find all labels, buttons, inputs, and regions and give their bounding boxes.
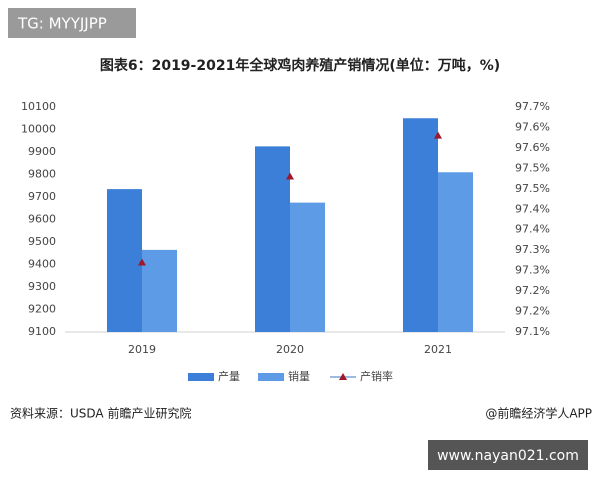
- tag: TG: MYYJJPP: [17, 15, 107, 33]
- y-tick-label: 9800: [28, 168, 56, 181]
- y2-tick-label: 97.6%: [515, 120, 550, 133]
- bar: [403, 118, 438, 332]
- y2-tick-label: 97.3%: [515, 243, 550, 256]
- y2-tick-label: 97.4%: [515, 223, 550, 236]
- y-tick-label: 9100: [28, 325, 56, 338]
- y2-tick-label: 97.6%: [515, 141, 550, 154]
- x-tick-label: 2020: [276, 343, 304, 356]
- site: www.nayan021.com: [437, 448, 579, 464]
- y-tick-label: 9500: [28, 235, 56, 248]
- rate-marker: [138, 258, 146, 266]
- tag-box: [8, 8, 136, 38]
- rate-marker: [286, 172, 294, 180]
- legend-marker: [339, 373, 347, 380]
- legend-label: 产销率: [360, 369, 393, 383]
- bar: [438, 172, 473, 332]
- y-tick-label: 9900: [28, 145, 56, 158]
- source: 资料来源：USDA 前瞻产业研究院: [10, 406, 191, 421]
- legend-swatch: [258, 373, 284, 381]
- y2-tick-label: 97.1%: [515, 325, 550, 338]
- bar: [255, 146, 290, 332]
- bar: [290, 202, 325, 332]
- y-tick-label: 10000: [21, 123, 56, 136]
- legend-label: 产量: [218, 369, 240, 383]
- x-tick-label: 2021: [424, 343, 452, 356]
- y2-tick-label: 97.2%: [515, 284, 550, 297]
- rate-marker: [434, 131, 442, 139]
- y-tick-label: 9400: [28, 258, 56, 271]
- y2-tick-label: 97.2%: [515, 305, 550, 318]
- y-tick-label: 9300: [28, 280, 56, 293]
- legend-swatch: [188, 373, 214, 381]
- x-tick-label: 2019: [128, 343, 156, 356]
- y2-tick-label: 97.7%: [515, 100, 550, 113]
- bar: [107, 189, 142, 332]
- y2-tick-label: 97.5%: [515, 161, 550, 174]
- credit: @前瞻经济学人APP: [485, 406, 592, 421]
- site-box: [428, 440, 588, 470]
- y-tick-label: 9700: [28, 190, 56, 203]
- y2-tick-label: 97.3%: [515, 264, 550, 277]
- y2-tick-label: 97.4%: [515, 202, 550, 215]
- y-tick-label: 9600: [28, 213, 56, 226]
- y2-tick-label: 97.5%: [515, 182, 550, 195]
- y-tick-label: 10100: [21, 100, 56, 113]
- chart-title: 图表6：2019-2021年全球鸡肉养殖产销情况(单位：万吨，%): [100, 57, 500, 74]
- bar: [142, 249, 177, 332]
- legend-label: 销量: [288, 369, 310, 383]
- y-tick-label: 9200: [28, 303, 56, 316]
